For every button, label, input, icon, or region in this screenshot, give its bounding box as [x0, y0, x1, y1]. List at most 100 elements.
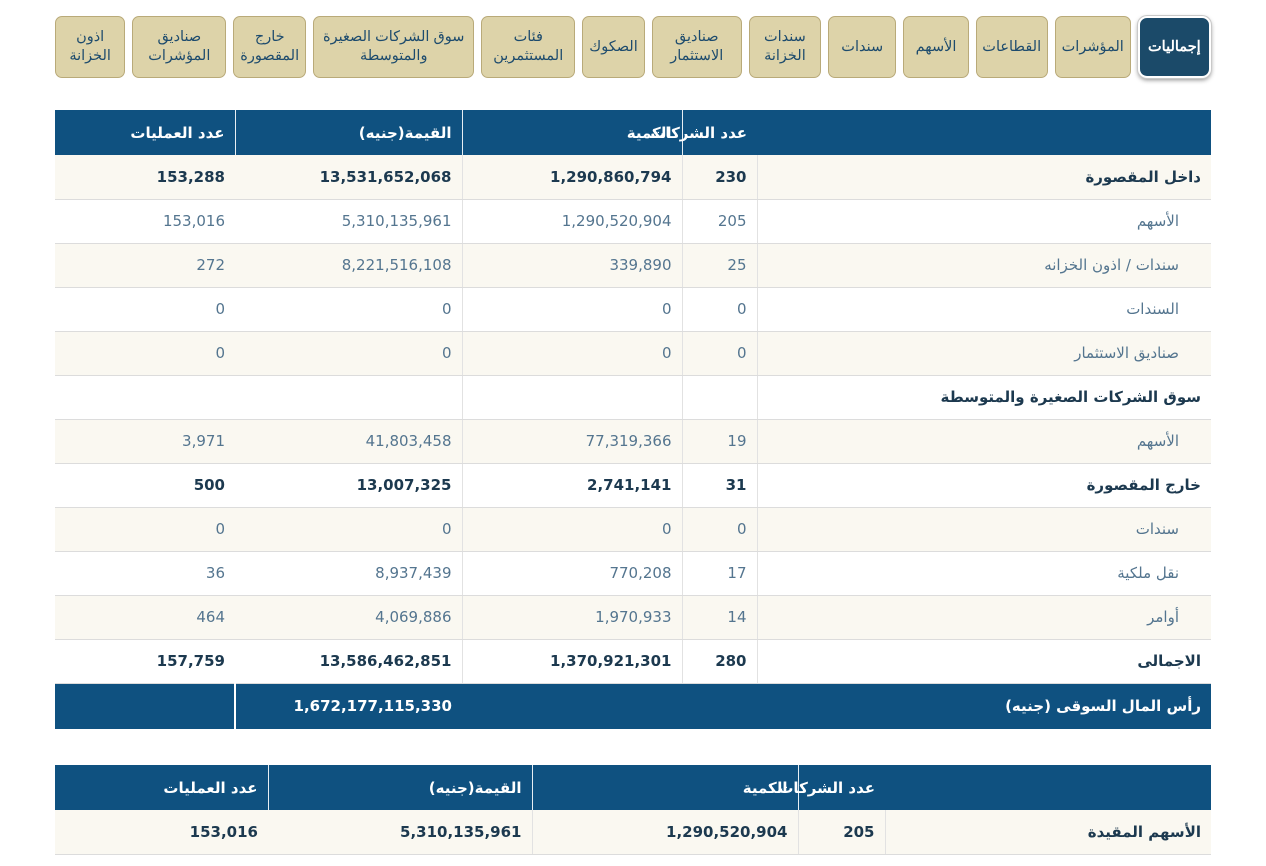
companies-cell: 14	[682, 595, 758, 640]
companies-cell: 25	[682, 243, 758, 288]
tab-sme-market[interactable]: سوق الشركات الصغيرة والمتوسطة	[313, 16, 475, 78]
table-row: الأسهم 205 1,290,520,904 5,310,135,961 1…	[55, 199, 1211, 244]
companies-cell: 205	[798, 810, 886, 855]
totals-table: عدد الشركات الكمية القيمة(جنيه) عدد العم…	[55, 110, 1211, 729]
value-cell: 5,310,135,961	[235, 199, 463, 244]
quantity-cell: 0	[462, 287, 683, 332]
value-cell: 0	[235, 331, 463, 376]
quantity-cell: 1,290,520,904	[532, 810, 799, 855]
quantity-cell: 1,290,520,904	[462, 199, 683, 244]
companies-cell: 0	[682, 287, 758, 332]
table-row: الأسهم المقيدة 205 1,290,520,904 5,310,1…	[55, 810, 1211, 855]
tab-totals[interactable]: إجماليات	[1137, 16, 1211, 78]
trades-cell: 153,016	[55, 810, 268, 855]
companies-cell: 17	[682, 551, 758, 596]
table-row: سندات 0 0 0 0	[55, 507, 1211, 552]
row-label: السندات	[756, 287, 1211, 332]
table-row: السندات 0 0 0 0	[55, 287, 1211, 332]
row-label: أوامر	[756, 595, 1211, 640]
trades-cell: 500	[55, 463, 235, 508]
label-column-header	[757, 110, 1211, 155]
value-column-header: القيمة(جنيه)	[268, 765, 533, 810]
quantity-cell: 339,890	[462, 243, 683, 288]
tables-spacer	[55, 729, 1211, 765]
listed-table-header-row: عدد الشركات الكمية القيمة(جنيه) عدد العم…	[55, 765, 1211, 810]
market-cap-value: 1,672,177,115,330	[234, 683, 462, 729]
tab-sectors[interactable]: القطاعات	[975, 16, 1048, 78]
value-cell: 13,531,652,068	[235, 155, 463, 200]
trades-cell: 153,016	[55, 199, 235, 244]
quantity-cell: 0	[462, 331, 683, 376]
tab-bonds[interactable]: سندات	[828, 16, 897, 78]
quantity-cell: 0	[462, 507, 683, 552]
trades-cell: 272	[55, 243, 235, 288]
quantity-cell: 770,208	[462, 551, 683, 596]
quantity-cell: 1,370,921,301	[462, 639, 683, 684]
companies-cell: 0	[682, 507, 758, 552]
companies-cell	[682, 375, 758, 420]
row-label: الأسهم	[756, 419, 1211, 464]
table-row: نقل ملكية 17 770,208 8,937,439 36	[55, 551, 1211, 596]
value-cell: 13,586,462,851	[235, 639, 463, 684]
listed-stocks-table: عدد الشركات الكمية القيمة(جنيه) عدد العم…	[55, 765, 1211, 855]
tab-investor-types[interactable]: فئات المستثمرين	[481, 16, 576, 78]
row-label: سوق الشركات الصغيرة والمتوسطة	[756, 375, 1211, 420]
market-cap-row: رأس المال السوقى (جنيه) 1,672,177,115,33…	[55, 683, 1211, 729]
tab-otc[interactable]: خارج المقصورة	[233, 16, 307, 78]
value-cell: 8,937,439	[235, 551, 463, 596]
value-cell: 0	[235, 287, 463, 332]
totals-table-header-row: عدد الشركات الكمية القيمة(جنيه) عدد العم…	[55, 110, 1211, 155]
trades-cell: 0	[55, 507, 235, 552]
table-row: أوامر 14 1,970,933 4,069,886 464	[55, 595, 1211, 640]
value-cell: 5,310,135,961	[268, 810, 533, 855]
quantity-cell	[462, 375, 683, 420]
market-cap-empty-cell	[55, 683, 235, 729]
companies-cell: 205	[682, 199, 758, 244]
row-label: صناديق الاستثمار	[756, 331, 1211, 376]
table-row: الأسهم 19 77,319,366 41,803,458 3,971	[55, 419, 1211, 464]
quantity-cell: 2,741,141	[462, 463, 683, 508]
row-label: نقل ملكية	[756, 551, 1211, 596]
value-cell: 13,007,325	[235, 463, 463, 508]
value-column-header: القيمة(جنيه)	[235, 110, 463, 155]
value-cell: 41,803,458	[235, 419, 463, 464]
value-cell: 0	[235, 507, 463, 552]
trades-cell: 0	[55, 331, 235, 376]
tab-bar: إجماليات المؤشرات القطاعات الأسهم سندات سندات…	[55, 16, 1211, 78]
companies-cell: 230	[682, 155, 758, 200]
market-cap-label: رأس المال السوقى (جنيه)	[462, 683, 1211, 729]
companies-cell: 0	[682, 331, 758, 376]
quantity-cell: 77,319,366	[462, 419, 683, 464]
trades-column-header: عدد العمليات	[55, 765, 269, 810]
value-cell	[235, 375, 463, 420]
quantity-cell: 1,970,933	[462, 595, 683, 640]
trades-cell: 0	[55, 287, 235, 332]
trades-cell: 36	[55, 551, 235, 596]
table-row: سندات / اذون الخزانه 25 339,890 8,221,51…	[55, 243, 1211, 288]
tab-treasury-bills[interactable]: اذون الخزانة	[55, 16, 126, 78]
tab-treasury-bonds[interactable]: سندات الخزانة	[748, 16, 822, 78]
tab-investment-funds[interactable]: صناديق الاستثمار	[651, 16, 742, 78]
tab-stocks[interactable]: الأسهم	[903, 16, 969, 78]
trades-cell: 157,759	[55, 639, 235, 684]
row-label: سندات	[756, 507, 1211, 552]
table-row: داخل المقصورة 230 1,290,860,794 13,531,6…	[55, 155, 1211, 200]
row-label: الاجمالى	[756, 639, 1211, 684]
companies-cell: 19	[682, 419, 758, 464]
value-cell: 8,221,516,108	[235, 243, 463, 288]
trades-cell: 153,288	[55, 155, 235, 200]
value-cell: 4,069,886	[235, 595, 463, 640]
companies-column-header: عدد الشركات	[650, 110, 757, 155]
table-row: خارج المقصورة 31 2,741,141 13,007,325 50…	[55, 463, 1211, 508]
row-label: الأسهم	[756, 199, 1211, 244]
table-row: الاجمالى 280 1,370,921,301 13,586,462,85…	[55, 639, 1211, 684]
quantity-cell: 1,290,860,794	[462, 155, 683, 200]
tab-indices[interactable]: المؤشرات	[1054, 16, 1131, 78]
tab-sukuk[interactable]: الصكوك	[582, 16, 645, 78]
tab-etfs[interactable]: صناديق المؤشرات	[132, 16, 227, 78]
trades-cell	[55, 375, 235, 420]
quantity-column-header: الكمية	[532, 765, 799, 810]
row-label: سندات / اذون الخزانه	[756, 243, 1211, 288]
row-label: داخل المقصورة	[756, 155, 1211, 200]
